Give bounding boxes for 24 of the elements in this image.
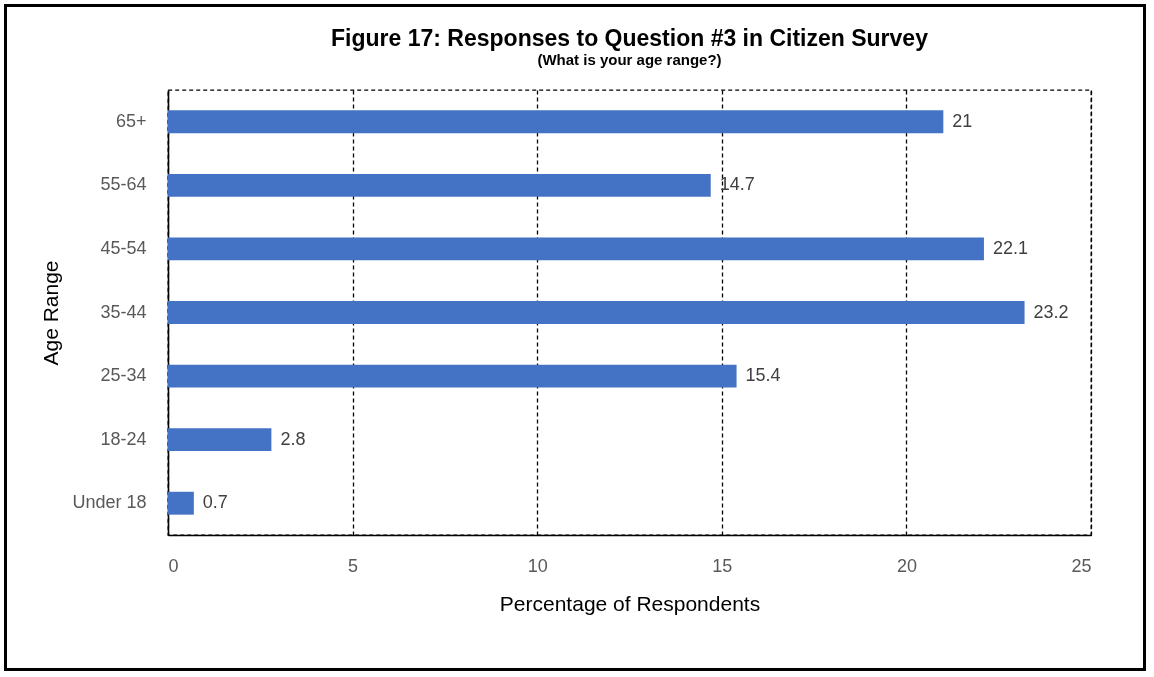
y-tick-label: 35-44	[100, 301, 147, 322]
x-tick-label: 15	[712, 555, 733, 576]
x-axis-title: Percentage of Respondents	[499, 591, 761, 615]
x-tick-label: 0	[168, 555, 179, 576]
data-label: 0.7	[202, 492, 228, 513]
x-tick-label: 10	[527, 555, 548, 576]
data-label: 21	[952, 110, 973, 131]
x-tick-label: 25	[1071, 555, 1092, 576]
data-label: 2.8	[280, 428, 306, 449]
data-label: 23.2	[1033, 301, 1069, 322]
chart-title: Figure 17: Responses to Question #3 in Citizen Survey	[331, 25, 929, 51]
data-label: 14.7	[719, 174, 755, 195]
chart-subtitle: (What is your age range?)	[537, 51, 722, 68]
data-label: 15.4	[745, 365, 781, 386]
x-tick-label: 5	[348, 555, 359, 576]
x-tick-label: 20	[896, 555, 917, 576]
y-tick-label: 45-54	[100, 237, 147, 258]
y-tick-label: Under 18	[72, 492, 147, 513]
data-label: 22.1	[992, 237, 1028, 258]
y-axis-title: Age Range	[39, 260, 63, 366]
y-tick-label: 25-34	[100, 365, 147, 386]
y-tick-label: 55-64	[100, 174, 147, 195]
y-tick-label: 65+	[115, 110, 147, 131]
y-tick-label: 18-24	[100, 428, 147, 449]
